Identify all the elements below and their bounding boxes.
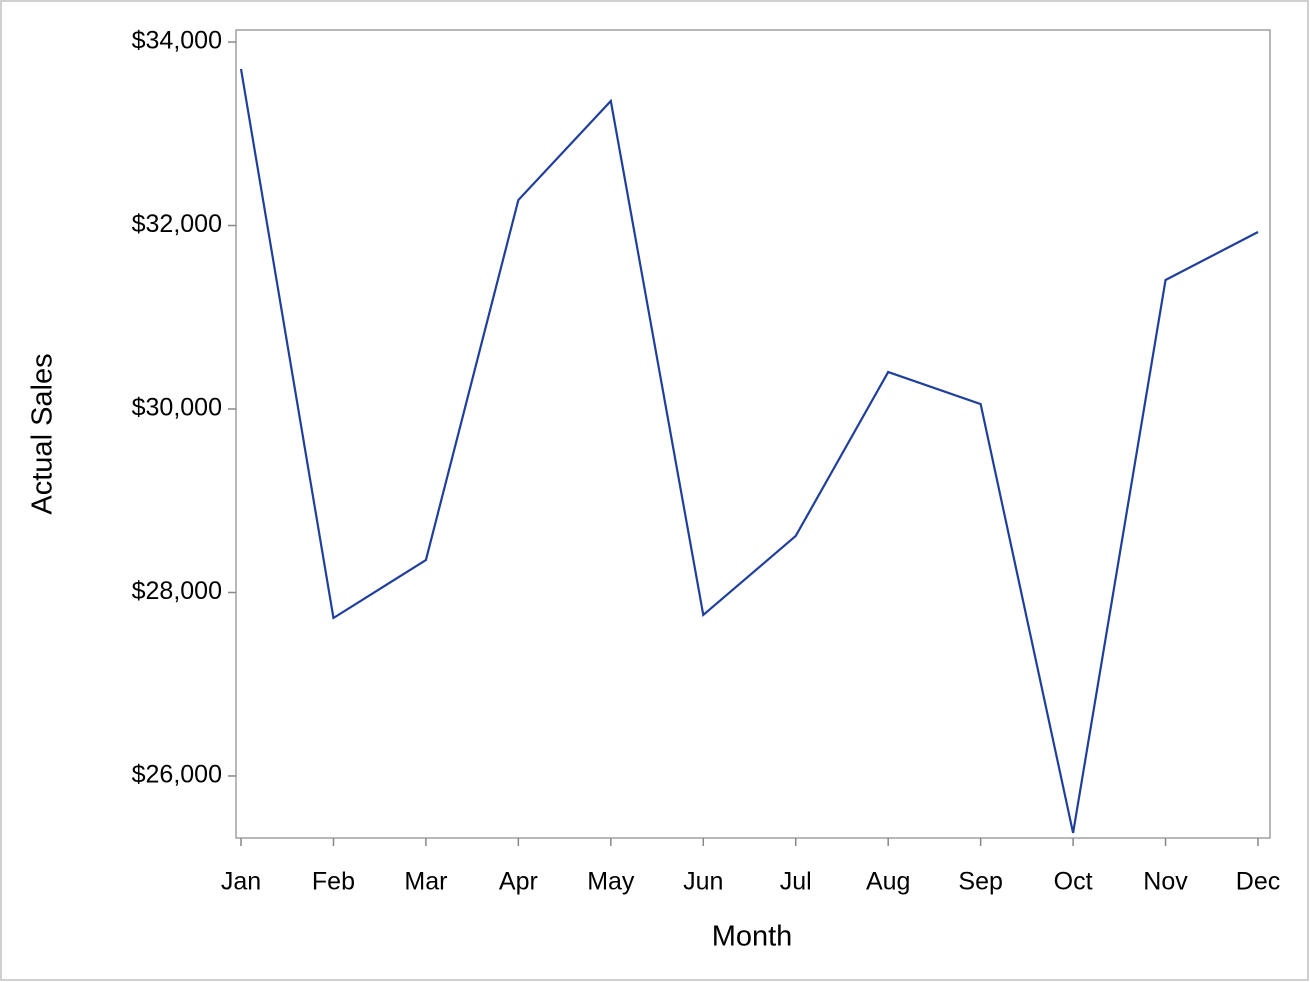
x-tick-label: Jan [221, 868, 261, 896]
plot-area [235, 29, 1271, 839]
x-tick-label: Jun [683, 868, 723, 896]
x-tick-label: Sep [958, 868, 1002, 896]
x-axis-title: Month [712, 921, 793, 953]
y-tick-label: $26,000 [132, 761, 222, 789]
line-series [239, 68, 1259, 834]
x-tick-label: Jul [780, 868, 812, 896]
x-tick-label: May [587, 868, 635, 896]
y-tick-label: $34,000 [132, 27, 222, 55]
y-tick-label: $28,000 [132, 577, 222, 605]
x-tick-label: Nov [1143, 868, 1188, 896]
y-tick-label: $30,000 [132, 394, 222, 422]
x-tick-label: Dec [1236, 868, 1280, 896]
x-tick-label: Feb [312, 868, 355, 896]
y-axis-title: Actual Sales [27, 353, 59, 514]
x-tick-label: Mar [404, 868, 447, 896]
x-tick-label: Apr [499, 868, 538, 896]
y-tick-label: $32,000 [132, 210, 222, 238]
x-tick-label: Oct [1054, 868, 1093, 896]
x-tick-label: Aug [866, 868, 910, 896]
